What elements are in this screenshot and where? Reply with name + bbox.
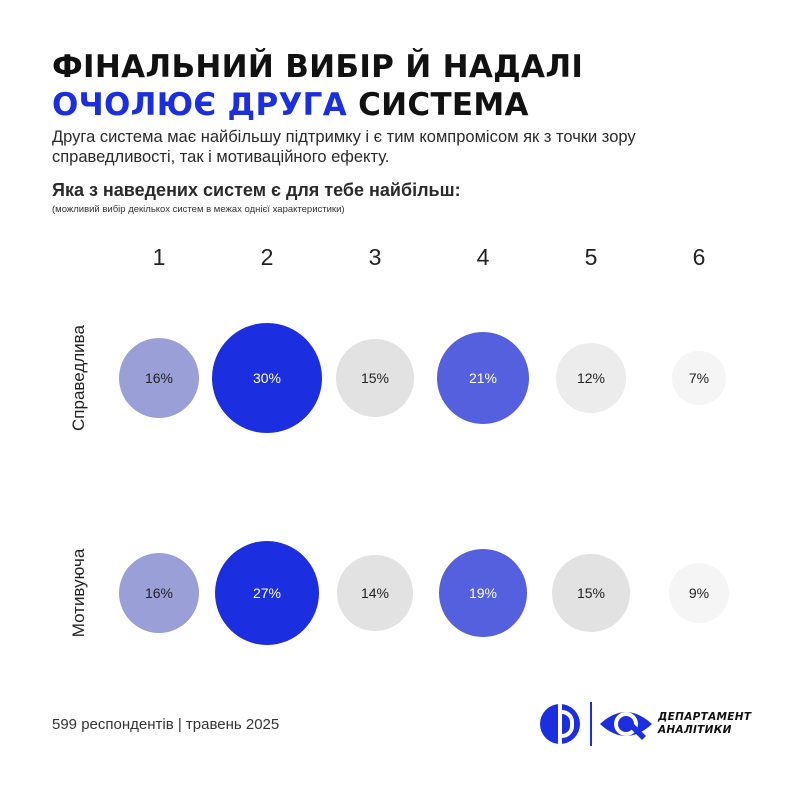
title-accent: ОЧОЛЮЄ ДРУГА [52, 87, 348, 123]
logo-divider [590, 702, 592, 746]
survey-question: Яка з наведених систем є для тебе найбіл… [52, 180, 461, 200]
eye-logo-icon [600, 712, 652, 740]
bubble-r1-c4: 21% [436, 331, 529, 424]
brand-line2: АНАЛІТИКИ [658, 724, 732, 736]
bubble-r1-c3: 15% [336, 339, 414, 417]
bubble-r1-c1: 16% [118, 337, 200, 419]
respondents-info: 599 респондентів | травень 2025 [52, 716, 280, 733]
column-label-5: 5 [584, 244, 598, 270]
title-line1: ФІНАЛЬНИЙ ВИБІР Й НАДАЛІ [52, 49, 584, 85]
bubble-r2-c2: 27% [214, 540, 320, 646]
brand-name: ДЕПАРТАМЕНТ АНАЛІТИКИ [658, 711, 751, 737]
row-label-2: Мотивуюча [69, 548, 88, 638]
column-label-3: 3 [368, 244, 382, 270]
column-label-2: 2 [260, 244, 274, 270]
brand-logo-icon [540, 704, 580, 744]
bubble-r2-c1: 16% [118, 552, 200, 634]
bubble-r2-c3: 14% [337, 555, 413, 631]
bubble-r1-c5: 12% [556, 343, 626, 413]
column-label-6: 6 [692, 244, 706, 270]
bubble-r1-c2: 30% [212, 323, 322, 433]
chart-title: ФІНАЛЬНИЙ ВИБІР Й НАДАЛІ ОЧОЛЮЄ ДРУГА СИ… [52, 48, 583, 124]
bubble-r2-c5: 15% [552, 554, 630, 632]
column-label-4: 4 [476, 244, 490, 270]
survey-note: (можливий вибір декількох систем в межах… [52, 204, 345, 215]
brand-line1: ДЕПАРТАМЕНТ [658, 711, 752, 723]
title-rest: СИСТЕМА [347, 87, 529, 123]
bubble-r2-c4: 19% [439, 549, 527, 637]
row-label-1: Справедлива [69, 325, 88, 431]
bubble-r1-c6: 7% [672, 351, 726, 405]
column-label-1: 1 [152, 244, 166, 270]
bubble-r2-c6: 9% [668, 562, 730, 624]
chart-subtitle: Друга система має найбільшу підтримку і … [52, 128, 636, 166]
